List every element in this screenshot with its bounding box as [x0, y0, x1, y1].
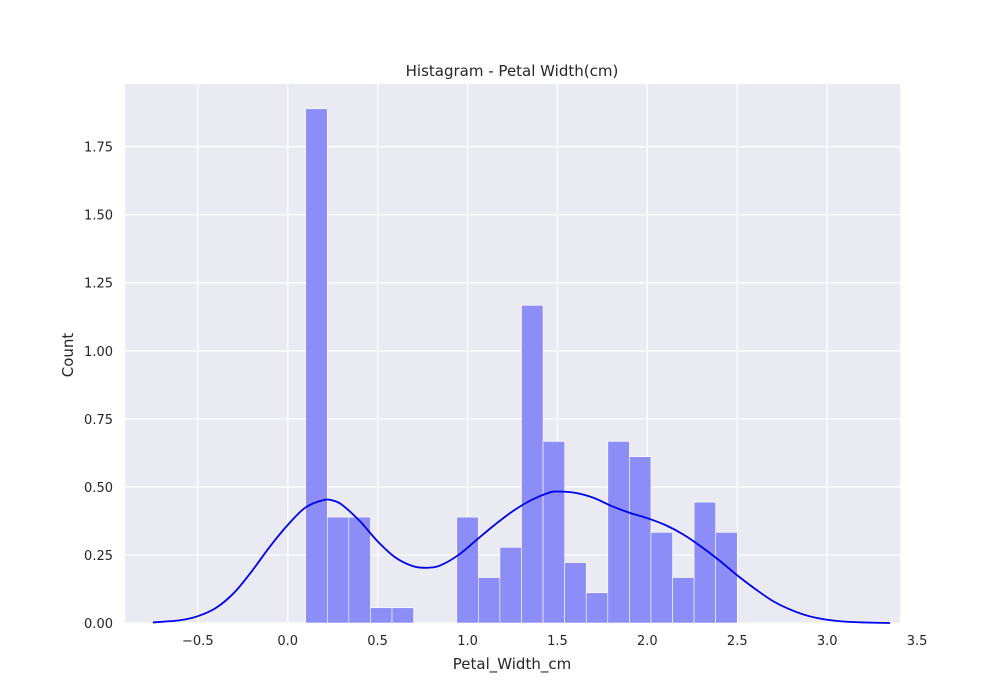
x-tick-label: 1.5: [547, 634, 568, 649]
histogram-bar: [693, 501, 716, 624]
y-tick-label: 0.50: [84, 481, 113, 496]
histogram-bar: [521, 305, 544, 624]
histogram-bar: [499, 547, 522, 624]
x-axis-ticks: −0.5 0.0 0.5 1.0 1.5 2.0 2.5 3.0 3.5: [182, 634, 927, 649]
x-tick-label: 3.0: [817, 634, 838, 649]
histogram-bar: [650, 532, 673, 624]
x-tick-label: 2.5: [727, 634, 748, 649]
histogram-bar: [305, 108, 328, 624]
x-tick-label: 3.5: [907, 634, 928, 649]
y-tick-label: 1.25: [84, 277, 113, 292]
x-tick-label: 2.0: [637, 634, 658, 649]
x-tick-label: 1.0: [457, 634, 478, 649]
y-tick-label: 1.50: [84, 209, 113, 224]
histogram-bar: [391, 607, 414, 624]
y-axis-title: Count: [59, 333, 77, 378]
histogram-bar: [370, 607, 393, 624]
histogram-bar: [715, 532, 738, 624]
y-tick-label: 0.75: [84, 413, 113, 428]
x-tick-label: 0.5: [367, 634, 388, 649]
x-tick-label: 0.0: [277, 634, 298, 649]
y-tick-label: 1.00: [84, 345, 113, 360]
x-tick-label: −0.5: [182, 634, 214, 649]
histogram-bar: [672, 577, 695, 624]
y-tick-label: 0.00: [84, 617, 113, 632]
histogram-bar: [348, 516, 371, 624]
y-axis-ticks: 0.00 0.25 0.50 0.75 1.00 1.25 1.50 1.75: [84, 141, 113, 632]
y-tick-label: 0.25: [84, 549, 113, 564]
histogram-bar: [564, 562, 587, 624]
histogram-bars: [305, 108, 738, 624]
chart-title: Histagram - Petal Width(cm): [406, 62, 619, 80]
histogram-bar: [456, 516, 479, 624]
y-tick-label: 1.75: [84, 141, 113, 156]
plot-area: [125, 84, 900, 623]
histogram-bar: [478, 577, 501, 624]
histogram-bar: [629, 456, 652, 624]
histogram-bar: [326, 516, 350, 624]
x-axis-title: Petal_Width_cm: [453, 655, 571, 674]
histogram-bar: [542, 441, 565, 624]
kde-curve: [152, 490, 891, 624]
grid-lines: [125, 84, 918, 624]
histogram-bar: [607, 441, 630, 624]
histogram-bar: [585, 592, 609, 624]
